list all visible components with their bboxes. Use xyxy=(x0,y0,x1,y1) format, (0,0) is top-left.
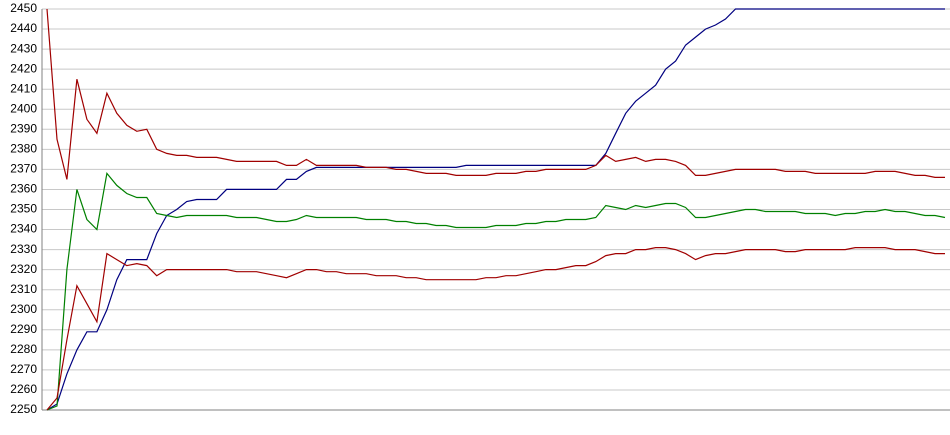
y-tick-label: 2290 xyxy=(10,322,37,336)
series-line xyxy=(46,172,946,411)
y-tick-label: 2280 xyxy=(10,342,37,356)
y-tick-label: 2380 xyxy=(10,142,37,156)
y-tick-label: 2370 xyxy=(10,162,37,176)
y-tick-label: 2400 xyxy=(10,101,37,115)
y-tick-label: 2320 xyxy=(10,262,37,276)
y-tick-label: 2310 xyxy=(10,282,37,296)
y-tick-label: 2260 xyxy=(10,382,37,396)
y-tick-label: 2330 xyxy=(10,242,37,256)
y-tick-label: 2300 xyxy=(10,302,37,316)
y-tick-label: 2420 xyxy=(10,61,37,75)
y-tick-label: 2340 xyxy=(10,222,37,236)
y-tick-label: 2270 xyxy=(10,362,37,376)
y-tick-label: 2430 xyxy=(10,41,37,55)
y-tick-label: 2440 xyxy=(10,21,37,35)
y-tick-label: 2350 xyxy=(10,202,37,216)
y-tick-label: 2250 xyxy=(10,402,37,416)
y-tick-label: 2450 xyxy=(10,1,37,15)
series-line xyxy=(46,247,945,411)
series-line xyxy=(46,8,945,411)
series-line xyxy=(46,8,945,180)
y-tick-label: 2410 xyxy=(10,81,37,95)
y-tick-label: 2390 xyxy=(10,121,37,135)
y-tick-label: 2360 xyxy=(10,182,37,196)
